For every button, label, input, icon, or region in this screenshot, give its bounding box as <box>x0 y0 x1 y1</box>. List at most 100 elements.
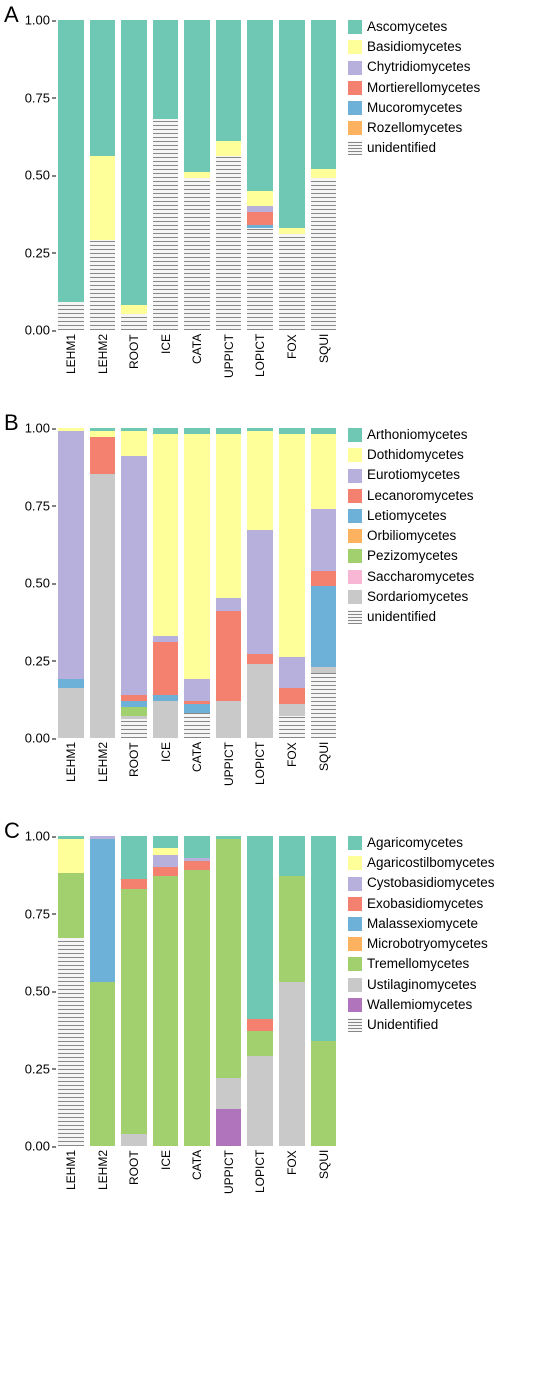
bar-LEHM2 <box>90 428 116 738</box>
y-tick: 0.25 <box>25 1061 50 1076</box>
legend-swatch <box>348 529 362 543</box>
bar-LEHM2 <box>90 836 116 1146</box>
legend-item: Exobasidiomycetes <box>348 895 495 913</box>
segment <box>311 836 337 1041</box>
segment <box>90 839 116 982</box>
x-label: LOPICT <box>247 1150 273 1210</box>
y-axis: 0.000.250.500.751.00 <box>10 836 52 1146</box>
segment <box>279 688 305 704</box>
segment <box>247 431 273 530</box>
segment <box>311 509 337 571</box>
bar-ROOT <box>121 20 147 330</box>
segment <box>58 839 84 873</box>
bar-UPPICT <box>216 428 242 738</box>
bar-CATA <box>184 836 210 1146</box>
segment <box>216 1078 242 1109</box>
legend-swatch <box>348 998 362 1012</box>
legend: ArthoniomycetesDothidomycetesEurotiomyce… <box>348 426 474 628</box>
y-tick: 0.50 <box>25 576 50 591</box>
segment <box>58 679 84 688</box>
x-label: LEHM1 <box>58 742 84 802</box>
bar-ICE <box>153 836 179 1146</box>
legend-item: Ascomycetes <box>348 18 480 36</box>
legend-label: Letiomycetes <box>367 507 447 525</box>
segment <box>279 20 305 228</box>
segment <box>121 20 147 305</box>
x-label: LEHM1 <box>58 334 84 394</box>
x-label: LEHM2 <box>90 742 116 802</box>
segment <box>247 212 273 224</box>
legend-label: Unidentified <box>367 1016 438 1034</box>
segment <box>279 836 305 876</box>
x-label: FOX <box>279 334 305 394</box>
legend-label: Sordariomycetes <box>367 588 468 606</box>
legend-label: Lecanoromycetes <box>367 487 474 505</box>
bar-ROOT <box>121 836 147 1146</box>
segment <box>90 437 116 474</box>
legend: AscomycetesBasidiomycetesChytridiomycete… <box>348 18 480 160</box>
segment <box>121 456 147 695</box>
legend-swatch <box>348 897 362 911</box>
x-label: LOPICT <box>247 742 273 802</box>
bar-ICE <box>153 428 179 738</box>
legend-item: Tremellomycetes <box>348 955 495 973</box>
legend-swatch <box>348 141 362 155</box>
x-axis: LEHM1LEHM2ROOTICECATAUPPICTLOPICTFOXSQUI <box>54 742 340 802</box>
x-label: UPPICT <box>216 334 242 394</box>
legend-item: Mucoromycetes <box>348 99 480 117</box>
x-axis: LEHM1LEHM2ROOTICECATAUPPICTLOPICTFOXSQUI <box>54 1150 340 1210</box>
segment <box>90 240 116 330</box>
legend-item: Eurotiomycetes <box>348 466 474 484</box>
segment <box>279 704 305 716</box>
segment <box>216 598 242 610</box>
y-tick: 0.50 <box>25 168 50 183</box>
plot-inner <box>54 20 340 330</box>
segment <box>121 707 147 716</box>
segment <box>153 642 179 695</box>
legend-label: Ustilaginomycetes <box>367 976 477 994</box>
y-axis: 0.000.250.500.751.00 <box>10 20 52 330</box>
y-axis: 0.000.250.500.751.00 <box>10 428 52 738</box>
legend-label: Agaricomycetes <box>367 834 463 852</box>
segment <box>153 701 179 738</box>
legend-swatch <box>348 1018 362 1032</box>
legend: AgaricomycetesAgaricostilbomycetesCystob… <box>348 834 495 1036</box>
x-label: SQUI <box>311 334 337 394</box>
legend-label: Saccharomycetes <box>367 568 474 586</box>
legend-swatch <box>348 590 362 604</box>
segment <box>153 434 179 636</box>
y-tick: 0.00 <box>25 1139 50 1154</box>
segment <box>184 861 210 870</box>
legend-label: Microbotryomycetes <box>367 935 488 953</box>
bar-LOPICT <box>247 428 273 738</box>
legend-item: Agaricostilbomycetes <box>348 854 495 872</box>
legend-swatch <box>348 937 362 951</box>
segment <box>153 836 179 848</box>
segment <box>247 664 273 738</box>
legend-item: Unidentified <box>348 1016 495 1034</box>
segment <box>184 20 210 172</box>
segment <box>279 876 305 981</box>
legend-item: Rozellomycetes <box>348 119 480 137</box>
legend-item: unidentified <box>348 608 474 626</box>
y-tick: 0.50 <box>25 984 50 999</box>
bar-LOPICT <box>247 20 273 330</box>
segment <box>216 1109 242 1146</box>
legend-item: Agaricomycetes <box>348 834 495 852</box>
x-label: ROOT <box>121 1150 147 1210</box>
segment <box>184 713 210 738</box>
plot-inner <box>54 836 340 1146</box>
bar-LEHM2 <box>90 20 116 330</box>
y-tick: 1.00 <box>25 13 50 28</box>
y-tick: 0.25 <box>25 245 50 260</box>
legend-label: Malassexiomycete <box>367 915 478 933</box>
segment <box>121 431 147 456</box>
legend-swatch <box>348 570 362 584</box>
legend-item: Pezizomycetes <box>348 547 474 565</box>
legend-label: Pezizomycetes <box>367 547 458 565</box>
segment <box>216 141 242 157</box>
legend-item: Letiomycetes <box>348 507 474 525</box>
segment <box>153 867 179 876</box>
legend-label: Ascomycetes <box>367 18 447 36</box>
segment <box>121 836 147 879</box>
